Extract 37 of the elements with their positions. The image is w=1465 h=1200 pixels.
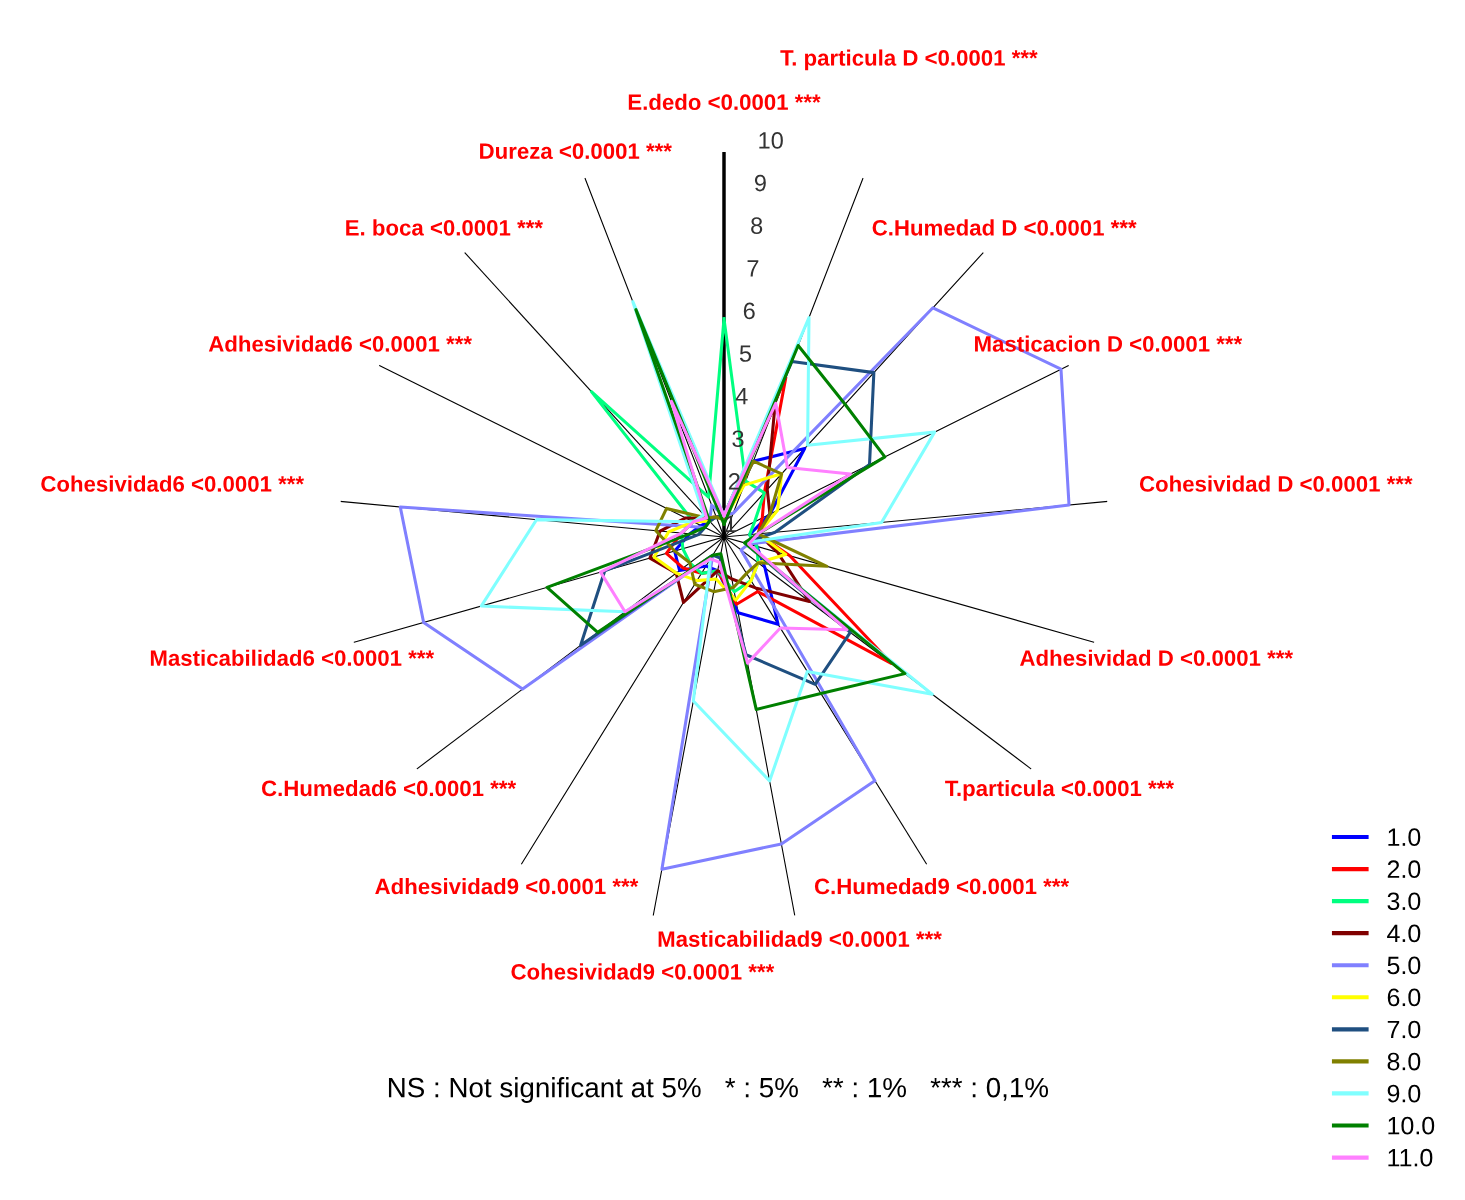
legend-label: 2.0 (1387, 860, 1421, 879)
spoke-label: Cohesividad9 <0.0001 *** (511, 963, 775, 980)
spoke-label: C.Humedad9 <0.0001 *** (814, 878, 1070, 895)
spoke-label: T. particula D <0.0001 *** (780, 49, 1038, 71)
legend-label: 1.0 (1388, 828, 1421, 847)
legend-label: 3.0 (1387, 892, 1421, 911)
spoke-label: E.dedo <0.0001 *** (628, 93, 821, 111)
spoke-label: Cohesividad D <0.0001 *** (1139, 475, 1413, 492)
y-tick-label: 4 (735, 388, 748, 405)
spoke-label: T.particula <0.0001 *** (945, 779, 1174, 801)
legend-label: 6.0 (1387, 988, 1421, 1007)
y-tick-label: 7 (747, 260, 759, 277)
spoke-label: Masticacion D <0.0001 *** (975, 335, 1243, 352)
spoke-label: Masticabilidad6 <0.0001 *** (150, 649, 435, 666)
spoke-label: Cohesividad6 <0.0001 *** (41, 475, 305, 492)
spoke-label: Adhesividad9 <0.0001 *** (375, 878, 639, 895)
legend-label: 4.0 (1387, 924, 1421, 943)
spoke-label: E. boca <0.0001 *** (346, 219, 543, 236)
legend-label: 9.0 (1387, 1084, 1421, 1103)
spoke-label: Adhesividad6 <0.0001 *** (208, 335, 472, 352)
y-tick-label: 9 (754, 174, 766, 192)
y-tick-label: 10 (759, 132, 783, 149)
y-tick-label: 5 (739, 345, 752, 362)
spoke-label: Dureza <0.0001 *** (480, 143, 672, 160)
legend-label: 5.0 (1387, 956, 1421, 975)
legend-label: 8.0 (1387, 1052, 1421, 1071)
legend-label: 11.0 (1388, 1148, 1433, 1167)
spoke-label: C.Humedad6 <0.0001 *** (261, 779, 517, 797)
y-tick-label: 2 (728, 473, 740, 490)
legend-label: 10.0 (1388, 1116, 1435, 1135)
legend-label: 7.0 (1387, 1020, 1421, 1039)
y-tick-label: 8 (751, 217, 763, 235)
spoke-label: C.Humedad D <0.0001 *** (872, 219, 1137, 236)
y-tick-label: 6 (743, 302, 755, 320)
spoke-label: Masticabilidad9 <0.0001 *** (658, 930, 942, 947)
spoke-label: Adhesividad D <0.0001 *** (1020, 649, 1294, 666)
text: NS : Not significant at 5% * : 5% ** : 1% *** : 0,1% (388, 1077, 1049, 1103)
